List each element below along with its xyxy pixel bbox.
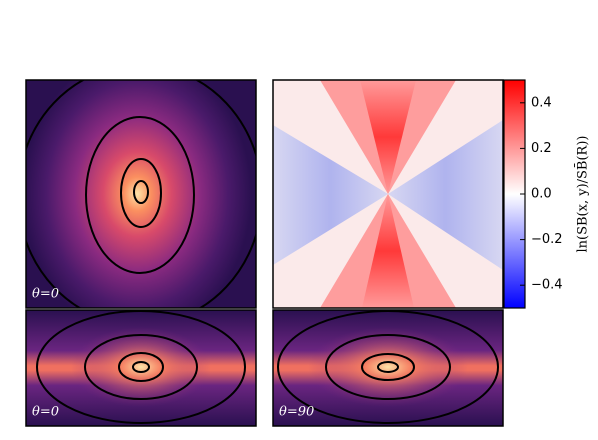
panel-edge-on-0 [26,310,256,426]
colorbar-tick-label: −0.2 [531,232,563,247]
colorbar-tick-label: 0.2 [531,141,552,156]
panel-edge-on-90 [273,310,503,426]
colorbar-tick-label: 0.4 [531,95,552,110]
panel-label: θ=90 [279,405,314,420]
colorbar-label: ln(SB(x, y)/SB̄(R)) [574,136,590,253]
colorbar-tick-label: −0.4 [531,278,563,293]
panel-label: θ=0 [32,405,59,420]
panel-face-on [26,80,256,308]
panel-label: θ=0 [32,287,59,302]
panel-residual [273,80,503,308]
colorbar-tick-label: 0.0 [531,187,552,202]
